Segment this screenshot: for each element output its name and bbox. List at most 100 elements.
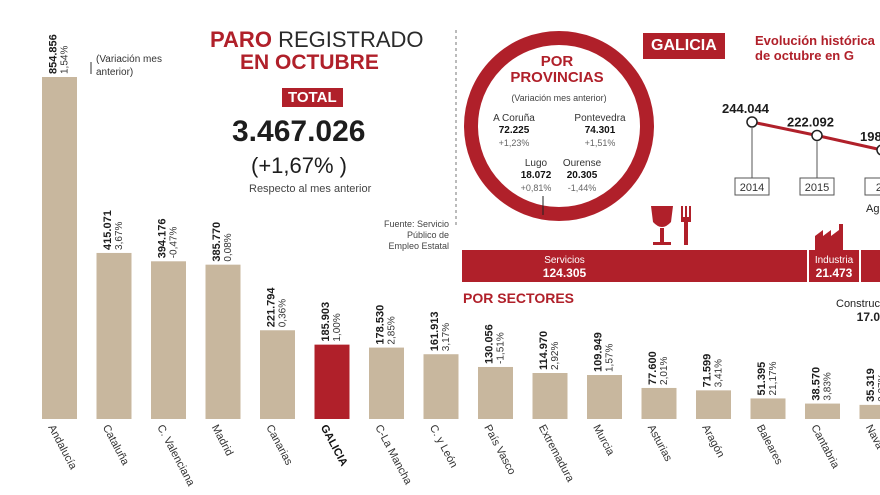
factory-icon [815, 224, 843, 250]
bar-pct-label: 3,67% [114, 221, 125, 249]
province-name: Pontevedra [574, 113, 626, 124]
evolution-year-box [864, 177, 880, 196]
galicia-tag: GALICIA [643, 33, 725, 59]
sector-industria: Industria 21.473 [809, 250, 859, 282]
category-label: C-La Mancha [372, 423, 414, 488]
bar-pct-label: 0,08% [223, 233, 234, 261]
bar-pct-label: 1,54% [60, 46, 71, 74]
bar-value-label: 114.970 [538, 331, 550, 370]
province-pct: -1,44% [567, 183, 597, 193]
province-value: 18.072 [520, 170, 552, 181]
evolution-value-label: 198.5 [860, 129, 880, 144]
sector-value: 21.473 [815, 266, 853, 280]
source-note: Fuente: Servicio Público de Empleo Estat… [383, 219, 449, 251]
category-label: Canarias [263, 423, 294, 468]
bar-value-label: 51.395 [756, 362, 768, 396]
bar-pct-label: 21,17% [768, 361, 779, 395]
bar-value-label: 77.600 [647, 351, 659, 385]
sector-construccion: Construc 17.0 [836, 298, 880, 324]
evolution-title: Evolución histórica de octubre en G [755, 33, 875, 63]
province-ring [464, 31, 654, 221]
sector-servicios: Servicios 124.305 [462, 250, 807, 282]
bar-pct-label: 2,01% [659, 356, 670, 384]
province-name: A Coruña [493, 113, 535, 124]
province-value: 74.301 [584, 125, 616, 136]
sectors-title: POR SECTORES [463, 290, 574, 306]
category-label: C. y León [427, 423, 460, 470]
category-label: Murcia [590, 423, 617, 459]
sector-value: 124.305 [542, 266, 587, 280]
evolution-point [811, 129, 823, 142]
bar-5 [314, 344, 350, 419]
province-name: Ourense [562, 158, 602, 169]
category-label: GALICIA [318, 423, 350, 469]
bar-1 [96, 252, 132, 419]
sector-agricultura-bar [861, 250, 880, 282]
bar-value-label: 109.949 [593, 332, 605, 372]
bar-3 [205, 264, 241, 419]
category-label: Extremadura [536, 423, 577, 485]
bar-pct-label: 0,36% [278, 299, 289, 327]
bar-4 [260, 330, 295, 419]
bar-pct-label: 3,17% [441, 323, 452, 351]
category-label: Andalucía [45, 423, 79, 473]
bar-pct-label: 2,85% [387, 316, 398, 344]
bar-pct-label: 3,83% [823, 372, 834, 400]
bar-pct-label: -0,47% [169, 227, 180, 259]
category-label: Nava [863, 423, 880, 452]
total-tag: TOTAL [282, 88, 343, 107]
total-value: 3.467.026 [232, 115, 366, 148]
evolution-point [876, 144, 880, 156]
page-title: PARO REGISTRADO [210, 27, 424, 52]
evolution-year-label: 20 [876, 182, 880, 194]
province-lugo: Lugo 18.072 +0,81% [512, 158, 560, 194]
province-value: 20.305 [566, 170, 598, 181]
bar-15 [859, 404, 880, 419]
bar-value-label: 161.913 [429, 311, 441, 351]
category-label: Cantabria [808, 423, 841, 472]
evolution-line-chart: 244.044 2014 222.092 2015 198.5 20 [722, 101, 880, 196]
category-label: C. Valenciana [154, 423, 197, 489]
bar-7 [423, 354, 459, 419]
bar-14 [805, 403, 840, 419]
provinces-title: POR PROVINCIAS [510, 53, 604, 86]
province-pontevedra: Pontevedra 74.301 +1,51% [570, 113, 630, 149]
evolution-year-box [799, 177, 835, 196]
evolution-year-label: 2014 [740, 182, 764, 194]
category-label: Baleares [754, 423, 785, 467]
province-name: Lugo [524, 158, 548, 169]
bar-pct-label: 0,07% [877, 373, 880, 401]
bar-pct-label: -1,51% [496, 332, 507, 364]
total-note: Respecto al mes anterior [249, 183, 372, 195]
bar-0 [42, 77, 77, 419]
evolution-value-label: 244.044 [722, 101, 770, 116]
bar-value-label: 221.794 [266, 287, 278, 328]
fork-icon [681, 206, 691, 245]
evolution-point [746, 116, 758, 128]
bar-value-label: 71.599 [702, 354, 714, 388]
wine-glass-icon [651, 206, 673, 245]
province-pct: +0,81% [520, 183, 552, 193]
evolution-year-label: 2015 [805, 182, 829, 194]
bar-12 [696, 390, 731, 419]
bar-value-label: 35.319 [865, 368, 877, 402]
bar-value-label: 415.071 [102, 210, 114, 250]
category-label: Aragón [699, 423, 726, 460]
sector-name: Industria [814, 255, 854, 266]
province-ring-circle [464, 31, 654, 221]
sector-agricultura: Ag [866, 203, 880, 215]
province-a-coruna: A Coruña 72.225 +1,23% [484, 113, 544, 149]
bar-8 [478, 366, 513, 419]
bar-value-label: 130.056 [484, 324, 496, 364]
variation-note: (Variación mes anterior) [96, 54, 162, 78]
bar-value-label: 854.856 [48, 34, 60, 74]
bar-10 [587, 375, 622, 419]
bar-11 [641, 387, 677, 419]
bar-pct-label: 1,00% [332, 313, 343, 341]
province-pct: +1,23% [498, 138, 530, 148]
page-title-line2: EN OCTUBRE [240, 51, 379, 74]
sector-name: Servicios [544, 255, 585, 266]
category-label: Cataluña [100, 423, 132, 468]
bar-value-label: 385.770 [211, 222, 223, 262]
bar-9 [532, 373, 568, 419]
